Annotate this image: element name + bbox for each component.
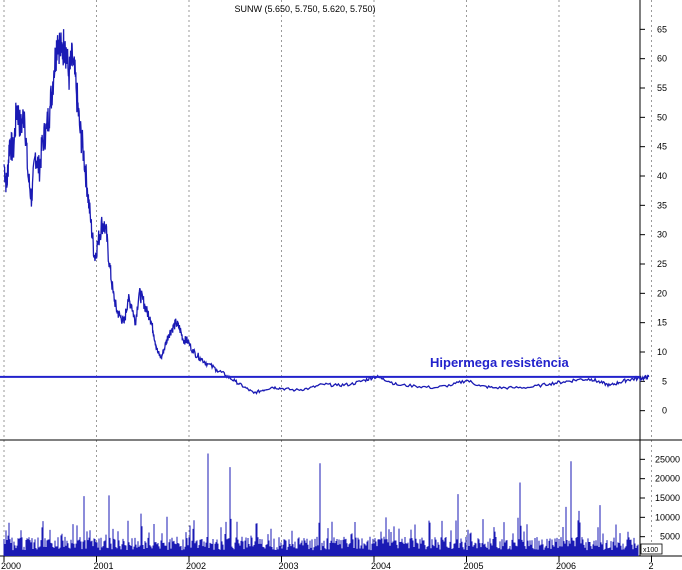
price-tick-label: 40	[657, 171, 667, 181]
x-tick-label: 2006	[556, 561, 576, 570]
x-tick-label: 2000	[1, 561, 21, 570]
volume-unit-label: x100	[643, 547, 658, 554]
volume-tick-label: 5000	[660, 532, 680, 542]
price-tick-label: 5	[662, 376, 667, 386]
x-axis: 2000 2001 2002 2003 2004 2005 2006 2	[1, 556, 654, 570]
price-tick-label: 60	[657, 54, 667, 64]
volume-tick-label: 10000	[655, 512, 680, 522]
price-y-axis: 0 5 10 15 20 25 30 35 40 45 50 55 60 65	[640, 24, 667, 416]
x-tick-label: 2003	[279, 561, 299, 570]
chart-title: SUNW (5.650, 5.750, 5.620, 5.750)	[234, 4, 375, 14]
x-tick-label: 2005	[464, 561, 484, 570]
x-tick-label: 2002	[186, 561, 206, 570]
price-tick-label: 50	[657, 112, 667, 122]
volume-tick-label: 20000	[655, 474, 680, 484]
volume-y-axis: 5000 10000 15000 20000 25000	[640, 454, 680, 542]
x-tick-label: 2001	[94, 561, 114, 570]
volume-unit-box	[640, 543, 663, 555]
price-tick-label: 20	[657, 288, 667, 298]
price-tick-label: 45	[657, 142, 667, 152]
volume-tick-label: 15000	[655, 493, 680, 503]
price-tick-label: 65	[657, 24, 667, 34]
price-tick-label: 0	[662, 406, 667, 416]
volume-bars	[3, 453, 639, 556]
x-tick-label: 2004	[371, 561, 391, 570]
price-tick-label: 15	[657, 318, 667, 328]
price-tick-label: 55	[657, 83, 667, 93]
price-tick-label: 35	[657, 200, 667, 210]
price-tick-label: 25	[657, 259, 667, 269]
volume-tick-label: 25000	[655, 454, 680, 464]
price-tick-label: 30	[657, 230, 667, 240]
price-series-line	[3, 29, 650, 395]
price-tick-label: 10	[657, 347, 667, 357]
x-tick-label: 2	[649, 561, 654, 570]
resistance-annotation: Hipermega resistência	[430, 355, 570, 370]
